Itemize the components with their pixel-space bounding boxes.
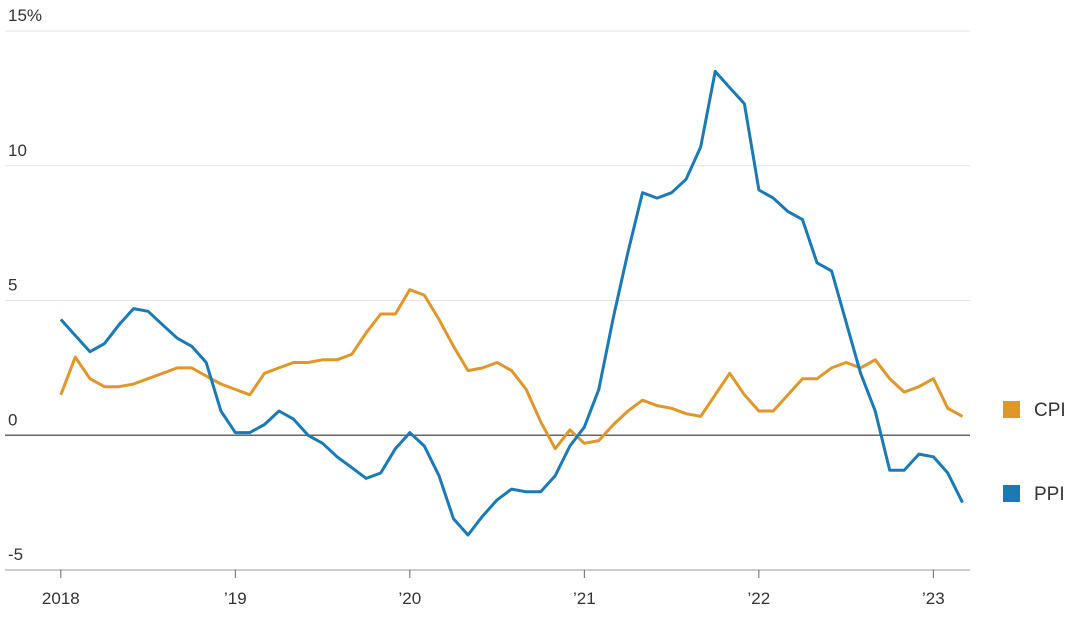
legend-label: CPI bbox=[1034, 400, 1066, 421]
x-tick-label: 2018 bbox=[42, 589, 80, 608]
y-tick-label: 0 bbox=[8, 410, 17, 429]
x-tick-label: ’19 bbox=[224, 589, 247, 608]
line-series bbox=[59, 69, 964, 537]
y-tick-label: 5 bbox=[8, 276, 17, 295]
legend-swatch bbox=[1003, 485, 1020, 502]
legend-swatch bbox=[1003, 401, 1020, 418]
x-tick-label: ’21 bbox=[573, 589, 596, 608]
y-tick-label: 10 bbox=[8, 141, 27, 160]
legend-label: PPI bbox=[1034, 484, 1065, 505]
y-tick-label: 15% bbox=[8, 6, 42, 25]
x-tick-label: ’22 bbox=[748, 589, 771, 608]
line-series bbox=[59, 288, 964, 451]
x-tick-label: ’20 bbox=[399, 589, 422, 608]
y-tick-label: -5 bbox=[8, 545, 23, 564]
x-tick-label: ’23 bbox=[922, 589, 945, 608]
